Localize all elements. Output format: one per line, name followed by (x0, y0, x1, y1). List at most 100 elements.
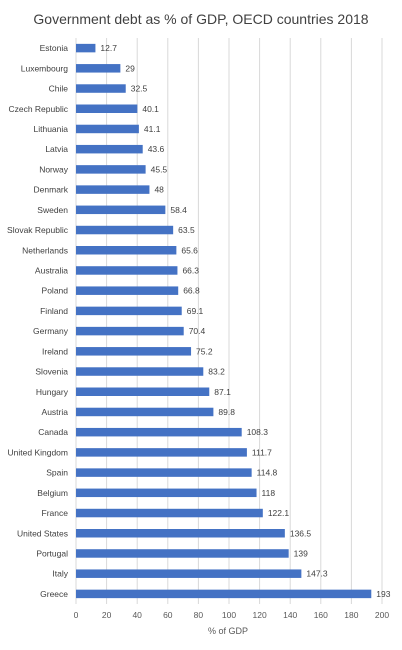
value-label: 63.5 (178, 225, 195, 235)
value-label: 45.5 (151, 164, 168, 174)
bar (76, 124, 139, 134)
category-label: Italy (52, 569, 68, 579)
value-label: 118 (262, 488, 276, 498)
value-label: 139 (294, 548, 308, 558)
x-tick-label: 40 (132, 610, 142, 620)
value-label: 40.1 (142, 104, 159, 114)
bar (76, 185, 150, 194)
bar (76, 326, 184, 336)
bar (76, 529, 285, 538)
value-label: 41.1 (144, 124, 161, 134)
value-label: 58.4 (170, 205, 187, 215)
bar (76, 286, 179, 295)
value-label: 70.4 (189, 326, 206, 336)
category-label: Norway (39, 164, 69, 174)
category-label: Lithuania (33, 124, 68, 134)
category-label: Netherlands (22, 245, 68, 255)
bar (76, 508, 263, 518)
bar (76, 84, 126, 93)
category-label: Slovenia (35, 367, 68, 377)
category-label: Finland (40, 306, 68, 316)
value-label: 32.5 (131, 84, 148, 94)
value-label: 108.3 (247, 427, 269, 437)
bar (76, 367, 204, 376)
bar (76, 64, 121, 73)
x-tick-label: 160 (314, 610, 328, 620)
chart-title: Government debt as % of GDP, OECD countr… (33, 11, 368, 27)
value-label: 69.1 (187, 306, 204, 316)
category-label: France (42, 508, 69, 518)
value-label: 111.7 (252, 447, 272, 457)
bar (76, 43, 96, 53)
x-tick-label: 80 (194, 610, 204, 620)
bar (76, 144, 143, 154)
x-tick-label: 140 (283, 610, 297, 620)
bar (76, 205, 166, 215)
bar (76, 427, 242, 437)
x-axis-ticks: 0 20 40 60 80 100 120 140 160 180 200 (74, 610, 390, 620)
bar (76, 468, 252, 477)
value-label: 66.8 (183, 286, 200, 296)
category-label: Slovak Republic (7, 225, 69, 235)
category-label: Chile (49, 84, 69, 94)
category-labels: Estonia Luxembourg Chile Czech Republic Lith… (7, 43, 69, 599)
x-tick-label: 120 (253, 610, 267, 620)
category-label: Hungary (36, 387, 69, 397)
bar (76, 246, 177, 255)
bar (76, 448, 247, 457)
bar (76, 165, 146, 174)
bar (76, 569, 302, 578)
value-label: 89.8 (218, 407, 235, 417)
category-label: Luxembourg (21, 63, 69, 73)
value-label: 75.2 (196, 346, 213, 356)
value-label: 66.3 (182, 265, 199, 275)
value-label: 48 (154, 185, 164, 195)
value-label: 65.6 (181, 245, 198, 255)
value-labels: 12.7 29 32.5 40.1 41.1 43.6 45.5 48 58.4 63.5 65.6… (100, 43, 390, 599)
bar (76, 549, 289, 558)
x-tick-label: 0 (74, 610, 79, 620)
category-label: Austria (42, 407, 69, 417)
bar (76, 104, 138, 113)
x-tick-label: 20 (102, 610, 112, 620)
category-label: Czech Republic (8, 104, 68, 114)
x-tick-label: 180 (344, 610, 358, 620)
bar (76, 347, 192, 356)
bar (76, 387, 210, 396)
value-label: 43.6 (148, 144, 165, 154)
category-label: Spain (46, 468, 68, 478)
value-label: 193 (376, 589, 390, 599)
category-label: Belgium (37, 488, 68, 498)
bars (76, 43, 372, 599)
category-label: Poland (42, 286, 69, 296)
category-label: Sweden (37, 205, 68, 215)
bar (76, 488, 257, 498)
value-label: 83.2 (208, 367, 225, 377)
value-label: 114.8 (257, 468, 278, 478)
bar (76, 266, 178, 275)
category-label: United States (17, 528, 68, 538)
bar (76, 589, 372, 599)
value-label: 136.5 (290, 528, 312, 538)
category-label: United Kingdom (8, 447, 68, 457)
category-label: Latvia (45, 144, 68, 154)
category-label: Australia (35, 265, 68, 275)
value-label: 122.1 (268, 508, 290, 518)
bar (76, 306, 182, 316)
value-label: 29 (125, 63, 135, 73)
category-label: Denmark (34, 185, 69, 195)
category-label: Greece (40, 589, 68, 599)
bar (76, 225, 174, 235)
bar (76, 407, 214, 417)
category-label: Ireland (42, 346, 68, 356)
value-label: 87.1 (214, 387, 231, 397)
value-label: 147.3 (306, 569, 328, 579)
x-axis-title: % of GDP (208, 626, 248, 636)
category-label: Portugal (36, 548, 68, 558)
category-label: Canada (38, 427, 68, 437)
x-tick-label: 60 (163, 610, 173, 620)
category-label: Germany (33, 326, 69, 336)
value-label: 12.7 (100, 43, 117, 53)
